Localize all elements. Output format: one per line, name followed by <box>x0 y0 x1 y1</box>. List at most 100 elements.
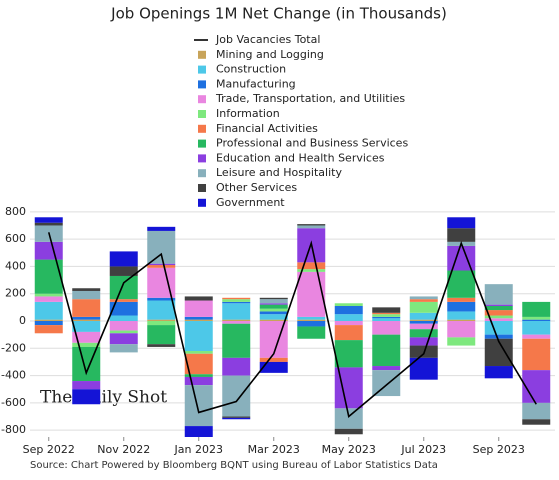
legend-label: Construction <box>216 63 286 76</box>
bar-segment <box>409 337 438 346</box>
bar-segment <box>409 321 438 324</box>
bar-segment <box>409 323 438 330</box>
bar-segment <box>447 337 476 346</box>
y-tick-label: 800 <box>5 205 26 218</box>
x-tick-label: Mar 2023 <box>248 443 300 456</box>
bar-segment <box>72 299 101 317</box>
bar-segment <box>522 319 551 321</box>
bar-segment <box>72 319 101 321</box>
legend-swatch <box>198 124 206 133</box>
y-tick-label: 200 <box>5 287 26 300</box>
bar-segment <box>522 316 551 320</box>
y-tick-label: 600 <box>5 232 26 245</box>
bar-segment <box>34 301 63 320</box>
bar-segment <box>72 321 101 332</box>
bar-segment <box>522 334 551 339</box>
bar-segment <box>484 284 513 305</box>
bar-segment <box>297 262 326 270</box>
bar-segment <box>409 329 438 338</box>
bar-segment <box>147 265 176 268</box>
bar-segment <box>372 366 401 371</box>
bar-segment <box>372 316 401 319</box>
bar-segment <box>222 301 251 304</box>
bar-segment <box>334 408 363 429</box>
bar-segment <box>222 375 251 417</box>
bar-segment <box>34 296 63 302</box>
bar-segment <box>334 314 363 321</box>
bar-segment <box>109 321 138 331</box>
bar-segment <box>372 314 401 317</box>
legend-swatch <box>198 154 206 163</box>
bar-segment <box>184 376 213 386</box>
bar-segment <box>184 353 213 375</box>
y-tick-label: 400 <box>5 259 26 272</box>
bar-segment <box>484 315 513 319</box>
bar-segment <box>222 417 251 420</box>
bar-segment <box>34 321 63 326</box>
bar-segment <box>109 275 138 300</box>
bar-segment <box>372 370 401 397</box>
legend-swatch <box>198 110 206 118</box>
bar-segment <box>147 297 176 301</box>
bar-segment <box>259 311 288 315</box>
bar-segment <box>184 426 213 437</box>
bar-segment <box>147 300 176 320</box>
x-tick-label: May 2023 <box>322 443 376 456</box>
bar-segment <box>34 259 63 294</box>
bar-segment <box>109 330 138 334</box>
bar-segment <box>409 319 438 321</box>
bar-segment <box>297 321 326 327</box>
bar-segment <box>34 222 63 226</box>
bar-segment <box>109 251 138 267</box>
bar-segment <box>297 319 326 321</box>
bar-segment <box>409 312 438 320</box>
bar-segment <box>334 321 363 326</box>
bar-segment <box>184 296 213 301</box>
bar-segment <box>222 319 251 321</box>
bar-segment <box>484 310 513 316</box>
bar-segment <box>147 263 176 266</box>
bar-segment <box>334 303 363 306</box>
bar-segment <box>334 428 363 435</box>
legend-swatch <box>198 139 206 148</box>
bar-segment <box>334 305 363 315</box>
bar-segment <box>72 288 101 291</box>
bar-segment <box>109 301 138 316</box>
bar-segment <box>259 304 288 309</box>
bar-segment <box>72 381 101 390</box>
bar-segment <box>522 402 551 420</box>
total-line <box>47 232 537 418</box>
bar-segment <box>259 361 288 373</box>
bar-segment <box>334 340 363 368</box>
y-tick-label: -200 <box>1 341 26 354</box>
bar-segment <box>484 366 513 379</box>
bar-segment <box>484 321 513 335</box>
bar-segment <box>222 416 251 418</box>
bar-segment <box>222 297 251 300</box>
legend-swatch <box>198 50 206 59</box>
bar-segment <box>222 323 251 358</box>
chart-title: Job Openings 1M Net Change (in Thousands… <box>110 5 447 23</box>
bar-segment <box>109 315 138 321</box>
bar-segment <box>147 344 176 347</box>
bar-segment <box>484 338 513 367</box>
bar-segment <box>259 308 288 312</box>
bar-segment <box>72 389 101 405</box>
legend-label: Job Vacancies Total <box>215 33 320 46</box>
bar-segment <box>184 319 213 321</box>
x-tick-label: Jul 2023 <box>400 443 446 456</box>
bar-segment <box>259 319 288 321</box>
bar-segment <box>297 269 326 272</box>
legend-swatch <box>198 95 206 104</box>
bar-segment <box>109 344 138 353</box>
bar-segment <box>109 333 138 345</box>
legend-label: Trade, Transportation, and Utilities <box>215 92 405 105</box>
bar-segment <box>147 325 176 345</box>
bar-segment <box>372 321 401 335</box>
bar-segment <box>484 305 513 311</box>
bar-segment <box>409 299 438 302</box>
bar-segment <box>447 311 476 320</box>
bar-segment <box>259 299 288 304</box>
bar-segment <box>147 230 176 264</box>
